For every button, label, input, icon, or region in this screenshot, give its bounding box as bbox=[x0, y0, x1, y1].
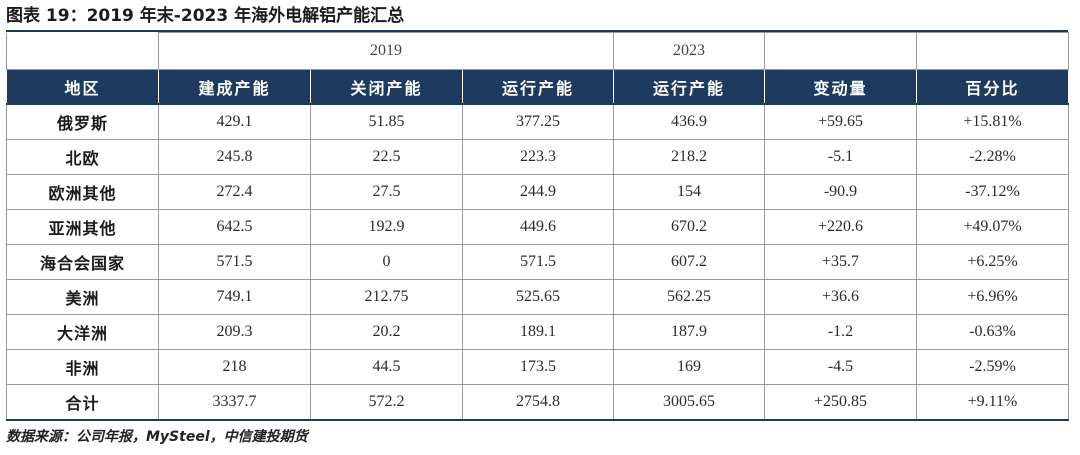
cell-closed-capacity: 192.9 bbox=[310, 209, 463, 245]
table-row: 大洋洲 209.3 20.2 189.1 187.9 -1.2 -0.63% bbox=[6, 314, 1069, 350]
cell-operating-2023: 218.2 bbox=[613, 139, 765, 175]
cell-operating-2023: 562.25 bbox=[613, 279, 765, 315]
cell-region: 海合会国家 bbox=[6, 244, 159, 280]
cell-region: 欧洲其他 bbox=[6, 174, 159, 210]
cell-operating-2023: 436.9 bbox=[613, 103, 765, 140]
cell-operating-2023: 154 bbox=[613, 174, 765, 210]
cell-built-capacity: 749.1 bbox=[158, 279, 311, 315]
cell-change: +36.6 bbox=[764, 279, 917, 315]
cell-percent: +49.07% bbox=[916, 209, 1069, 245]
cell-built-capacity: 3337.7 bbox=[158, 384, 311, 421]
column-header-change: 变动量 bbox=[764, 69, 917, 105]
cell-operating-2023: 3005.65 bbox=[613, 384, 765, 421]
cell-percent: +6.25% bbox=[916, 244, 1069, 280]
cell-built-capacity: 209.3 bbox=[158, 314, 311, 350]
cell-change: -1.2 bbox=[764, 314, 917, 350]
capacity-table: 2019 2023 地区 建成产能 关闭产能 运行产能 运行产能 变动量 百分比… bbox=[6, 32, 1069, 421]
cell-closed-capacity: 212.75 bbox=[310, 279, 463, 315]
cell-change: -4.5 bbox=[764, 349, 917, 385]
cell-built-capacity: 571.5 bbox=[158, 244, 311, 280]
year-2023-header: 2023 bbox=[613, 32, 765, 70]
cell-percent: -0.63% bbox=[916, 314, 1069, 350]
year-header-row: 2019 2023 bbox=[6, 32, 1069, 70]
cell-operating-2019: 449.6 bbox=[462, 209, 614, 245]
year-header-blank-percent bbox=[916, 32, 1069, 70]
cell-operating-2023: 169 bbox=[613, 349, 765, 385]
cell-percent: -37.12% bbox=[916, 174, 1069, 210]
cell-percent: +9.11% bbox=[916, 384, 1069, 421]
table-row: 美洲 749.1 212.75 525.65 562.25 +36.6 +6.96% bbox=[6, 279, 1069, 315]
cell-percent: +15.81% bbox=[916, 103, 1069, 140]
cell-region: 大洋洲 bbox=[6, 314, 159, 350]
column-header-operating-capacity-2019: 运行产能 bbox=[462, 69, 614, 105]
cell-region: 非洲 bbox=[6, 349, 159, 385]
cell-operating-2019: 189.1 bbox=[462, 314, 614, 350]
cell-percent: -2.28% bbox=[916, 139, 1069, 175]
column-header-region: 地区 bbox=[6, 69, 159, 105]
cell-operating-2019: 2754.8 bbox=[462, 384, 614, 421]
year-header-blank bbox=[6, 32, 159, 70]
cell-built-capacity: 272.4 bbox=[158, 174, 311, 210]
table-row: 海合会国家 571.5 0 571.5 607.2 +35.7 +6.25% bbox=[6, 244, 1069, 280]
table-row: 俄罗斯 429.1 51.85 377.25 436.9 +59.65 +15.81% bbox=[6, 103, 1069, 140]
cell-operating-2019: 571.5 bbox=[462, 244, 614, 280]
cell-operating-2023: 670.2 bbox=[613, 209, 765, 245]
column-header-built-capacity: 建成产能 bbox=[158, 69, 311, 105]
table-row: 非洲 218 44.5 173.5 169 -4.5 -2.59% bbox=[6, 349, 1069, 385]
cell-operating-2023: 607.2 bbox=[613, 244, 765, 280]
cell-change: +220.6 bbox=[764, 209, 917, 245]
cell-change: +250.85 bbox=[764, 384, 917, 421]
cell-built-capacity: 642.5 bbox=[158, 209, 311, 245]
cell-operating-2019: 173.5 bbox=[462, 349, 614, 385]
cell-percent: +6.96% bbox=[916, 279, 1069, 315]
column-header-row: 地区 建成产能 关闭产能 运行产能 运行产能 变动量 百分比 bbox=[6, 69, 1069, 105]
cell-operating-2019: 223.3 bbox=[462, 139, 614, 175]
column-header-percent: 百分比 bbox=[916, 69, 1069, 105]
table-row: 亚洲其他 642.5 192.9 449.6 670.2 +220.6 +49.07% bbox=[6, 209, 1069, 245]
cell-change: +59.65 bbox=[764, 103, 917, 140]
cell-closed-capacity: 44.5 bbox=[310, 349, 463, 385]
cell-percent: -2.59% bbox=[916, 349, 1069, 385]
column-header-closed-capacity: 关闭产能 bbox=[310, 69, 463, 105]
table-row: 欧洲其他 272.4 27.5 244.9 154 -90.9 -37.12% bbox=[6, 174, 1069, 210]
year-2019-header: 2019 bbox=[158, 32, 614, 70]
cell-operating-2019: 377.25 bbox=[462, 103, 614, 140]
cell-change: -5.1 bbox=[764, 139, 917, 175]
cell-closed-capacity: 22.5 bbox=[310, 139, 463, 175]
cell-region: 俄罗斯 bbox=[6, 103, 159, 140]
cell-operating-2019: 244.9 bbox=[462, 174, 614, 210]
table-body: 俄罗斯 429.1 51.85 377.25 436.9 +59.65 +15.81% 北欧 2… bbox=[6, 103, 1069, 421]
cell-change: -90.9 bbox=[764, 174, 917, 210]
cell-change: +35.7 bbox=[764, 244, 917, 280]
cell-closed-capacity: 20.2 bbox=[310, 314, 463, 350]
cell-closed-capacity: 572.2 bbox=[310, 384, 463, 421]
cell-operating-2023: 187.9 bbox=[613, 314, 765, 350]
column-header-operating-capacity-2023: 运行产能 bbox=[613, 69, 765, 105]
table-row: 合计 3337.7 572.2 2754.8 3005.65 +250.85 +9.11% bbox=[6, 384, 1069, 421]
table-row: 北欧 245.8 22.5 223.3 218.2 -5.1 -2.28% bbox=[6, 139, 1069, 175]
cell-built-capacity: 429.1 bbox=[158, 103, 311, 140]
data-source-note: 数据来源：公司年报，MySteel，中信建投期货 bbox=[6, 429, 308, 445]
figure-title: 图表 19：2019 年末-2023 年海外电解铝产能汇总 bbox=[6, 6, 405, 26]
cell-region: 合计 bbox=[6, 384, 159, 421]
cell-operating-2019: 525.65 bbox=[462, 279, 614, 315]
cell-region: 北欧 bbox=[6, 139, 159, 175]
cell-closed-capacity: 0 bbox=[310, 244, 463, 280]
cell-region: 亚洲其他 bbox=[6, 209, 159, 245]
cell-built-capacity: 218 bbox=[158, 349, 311, 385]
cell-closed-capacity: 27.5 bbox=[310, 174, 463, 210]
cell-region: 美洲 bbox=[6, 279, 159, 315]
cell-built-capacity: 245.8 bbox=[158, 139, 311, 175]
year-header-blank-change bbox=[764, 32, 917, 70]
title-rule bbox=[6, 30, 1068, 32]
cell-closed-capacity: 51.85 bbox=[310, 103, 463, 140]
